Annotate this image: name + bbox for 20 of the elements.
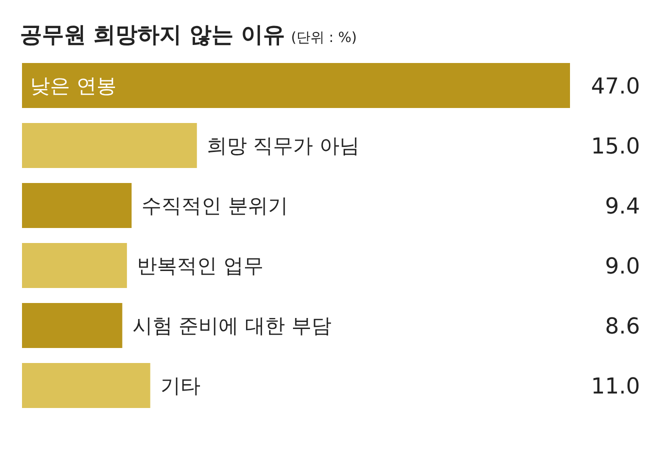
y-tick-label: 낮은 연봉	[30, 74, 116, 98]
data-label: 8.6	[605, 314, 640, 340]
bar	[22, 63, 570, 108]
y-tick-label: 희망 직무가 아님	[206, 134, 360, 158]
bar	[22, 303, 122, 348]
y-tick-label: 반복적인 업무	[136, 254, 264, 278]
chart-title: 공무원 희망하지 않는 이유	[20, 23, 285, 48]
chart-subtitle: (단위 : %)	[290, 30, 357, 46]
bar	[22, 363, 150, 408]
y-tick-label: 수직적인 분위기	[142, 194, 288, 218]
data-label: 47.0	[591, 74, 640, 100]
data-label: 9.0	[605, 254, 640, 280]
data-label: 9.4	[605, 194, 640, 220]
data-label: 15.0	[591, 134, 640, 160]
y-tick-label: 기타	[160, 374, 200, 398]
bar	[22, 243, 127, 288]
y-tick-label: 시험 준비에 대한 부담	[132, 314, 332, 338]
bar	[22, 123, 197, 168]
bar	[22, 183, 132, 228]
data-label: 11.0	[591, 374, 640, 400]
